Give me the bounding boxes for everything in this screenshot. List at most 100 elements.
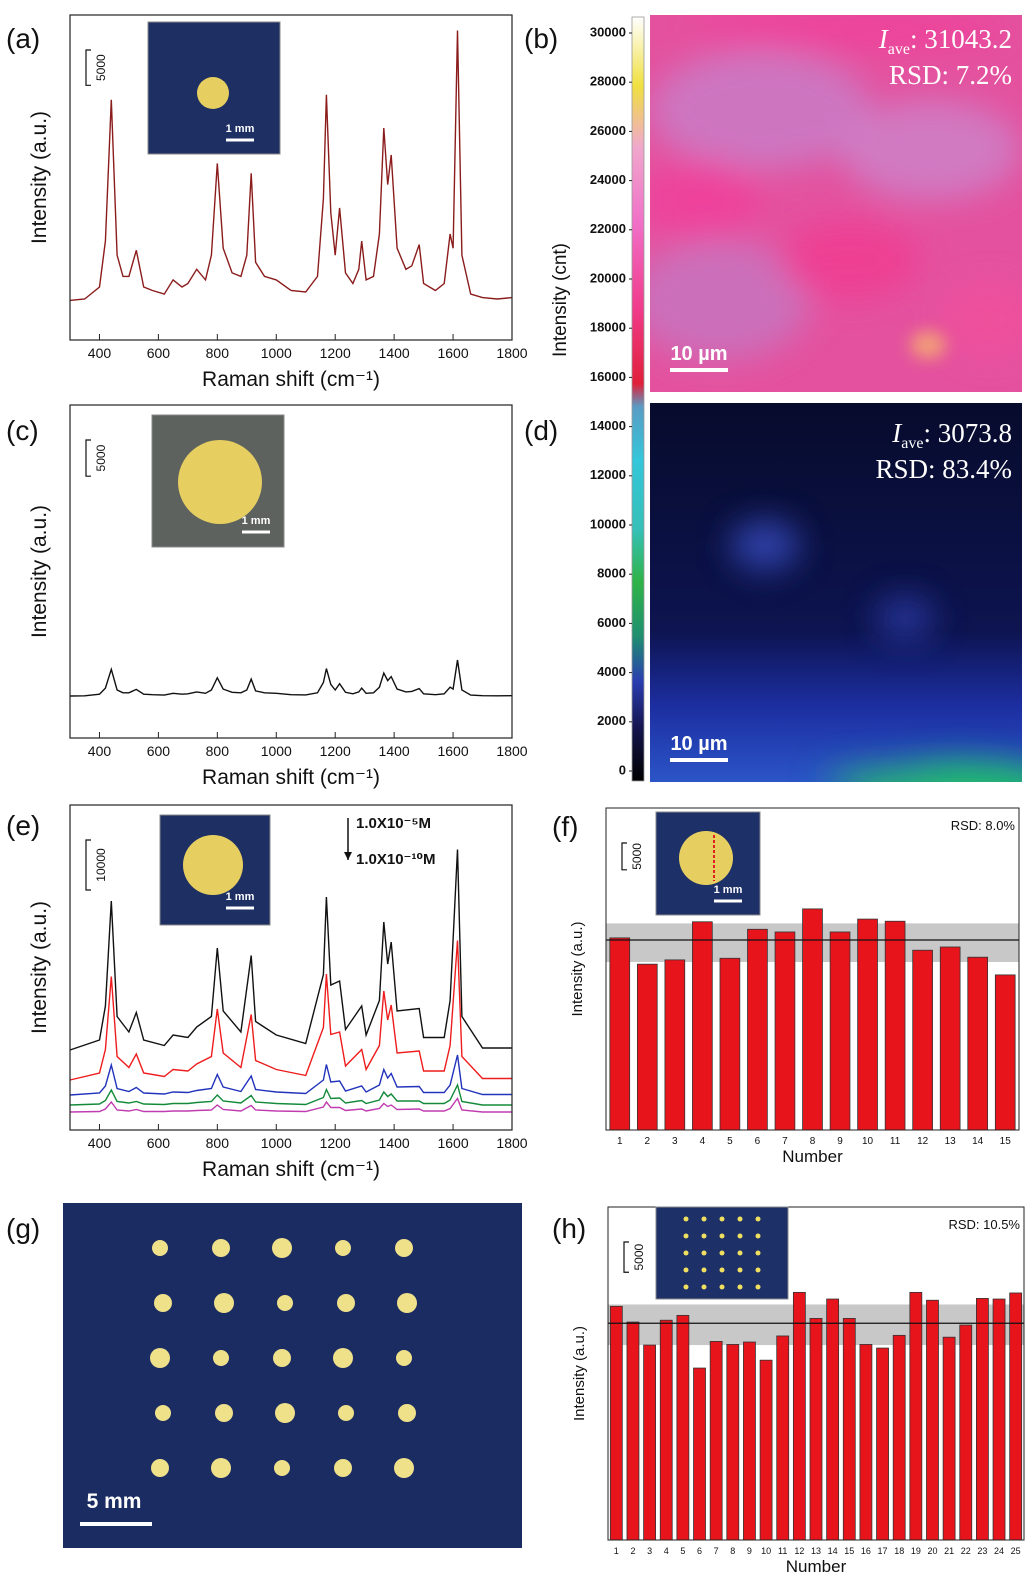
inset-disc <box>679 831 733 885</box>
substrate-dot <box>338 1405 354 1421</box>
map-blob <box>780 220 920 300</box>
y-axis-label: Intensity (a.u.) <box>571 1326 588 1421</box>
x-tick-label: 1600 <box>437 743 468 759</box>
x-tick-label: 22 <box>961 1546 971 1556</box>
inset-dot <box>702 1234 707 1239</box>
map-blob <box>840 100 1020 200</box>
inset-dot <box>684 1234 689 1239</box>
colorbar-tick-label: 22000 <box>590 221 626 236</box>
spectrum-line <box>70 1099 512 1113</box>
scale-bar <box>86 440 91 476</box>
x-tick-label: 21 <box>944 1546 954 1556</box>
x-tick-label: 8 <box>810 1136 816 1147</box>
x-tick-label: 20 <box>927 1546 937 1556</box>
x-tick-label: 1000 <box>261 345 292 361</box>
substrate-dot <box>215 1404 233 1422</box>
inset-dot <box>720 1251 725 1256</box>
bar <box>775 932 795 1130</box>
y-axis-label: Intensity (a.u.) <box>28 901 51 1034</box>
bar <box>913 950 933 1130</box>
substrate-dot <box>394 1458 414 1478</box>
inset-dot <box>684 1217 689 1222</box>
x-tick-label: 2 <box>630 1546 635 1556</box>
x-tick-label: 11 <box>890 1136 901 1147</box>
bar <box>940 947 960 1130</box>
colorbar-tick-label: 14000 <box>590 418 626 433</box>
scale-bar <box>622 843 627 870</box>
plot-frame <box>70 15 512 340</box>
scale-label: 10 µm <box>670 733 727 755</box>
x-tick-label: 600 <box>147 743 171 759</box>
x-tick-label: 16 <box>861 1546 871 1556</box>
bar <box>993 1299 1005 1540</box>
x-tick-label: 23 <box>977 1546 987 1556</box>
inset-dot <box>756 1268 761 1273</box>
colorbar-tick-label: 26000 <box>590 123 626 138</box>
x-axis-label: Raman shift (cm⁻¹) <box>202 1158 380 1181</box>
colorbar-tick-label: 4000 <box>597 664 626 679</box>
bar <box>910 1292 922 1540</box>
x-tick-label: 9 <box>747 1546 752 1556</box>
inset-disc <box>197 77 229 109</box>
inset-dot <box>720 1234 725 1239</box>
inset-dot <box>756 1217 761 1222</box>
inset-scale-label: 1 mm <box>226 891 255 903</box>
map-blob <box>730 520 800 570</box>
colorbar-tick-label: 0 <box>619 762 626 777</box>
x-tick-label: 1200 <box>320 743 351 759</box>
bar <box>877 1348 889 1540</box>
x-tick-label: 19 <box>911 1546 921 1556</box>
colorbar-tick-label: 12000 <box>590 467 626 482</box>
panel-label: (h) <box>552 1213 586 1244</box>
x-tick-label: 1600 <box>437 345 468 361</box>
bar <box>858 919 878 1130</box>
x-tick-label: 15 <box>1000 1136 1012 1147</box>
colorbar-tick-label: 6000 <box>597 615 626 630</box>
colorbar-tick-label: 16000 <box>590 369 626 384</box>
scale-label: 10 µm <box>670 343 727 365</box>
x-tick-label: 1400 <box>379 1135 410 1151</box>
x-tick-label: 600 <box>147 345 171 361</box>
panel-label: (a) <box>6 23 40 54</box>
x-tick-label: 25 <box>1011 1546 1021 1556</box>
x-tick-label: 8 <box>730 1546 735 1556</box>
substrate-dot <box>154 1294 172 1312</box>
inset-dot <box>702 1285 707 1290</box>
inset-disc <box>178 440 262 524</box>
inset-dot <box>720 1285 725 1290</box>
colorbar-tick-label: 10000 <box>590 516 626 531</box>
bar <box>637 964 657 1130</box>
concentration-label: 1.0X10⁻¹⁰M <box>356 851 436 868</box>
bar <box>777 1336 789 1540</box>
substrate-dot <box>334 1459 352 1477</box>
inset-scale-label: 1 mm <box>714 884 743 896</box>
x-tick-label: 13 <box>945 1136 957 1147</box>
bar <box>627 1322 639 1540</box>
mean-subscript: ave <box>901 435 923 452</box>
bar <box>976 1298 988 1540</box>
colorbar <box>632 17 644 781</box>
substrate-dot <box>335 1240 351 1256</box>
bar <box>943 1337 955 1540</box>
bar <box>860 1344 872 1540</box>
colorbar-tick-label: 8000 <box>597 566 626 581</box>
bar <box>893 1335 905 1540</box>
map-blob <box>650 50 870 170</box>
x-tick-label: 3 <box>647 1546 652 1556</box>
bar <box>665 960 685 1130</box>
x-tick-label: 11 <box>778 1546 787 1556</box>
x-tick-label: 15 <box>844 1546 854 1556</box>
x-tick-label: 1800 <box>496 743 527 759</box>
inset-disc <box>183 835 243 895</box>
x-axis-label: Number <box>782 1147 843 1166</box>
inset-dot <box>684 1251 689 1256</box>
scale-label: 5 mm <box>87 1490 142 1513</box>
substrate-dot <box>396 1350 412 1366</box>
x-tick-label: 1200 <box>320 345 351 361</box>
x-tick-label: 18 <box>894 1546 904 1556</box>
bar <box>960 1325 972 1540</box>
bar <box>610 1306 622 1540</box>
rsd-label: RSD: 8.0% <box>951 818 1016 833</box>
bar <box>660 1320 672 1540</box>
panel-label: (b) <box>524 23 558 54</box>
